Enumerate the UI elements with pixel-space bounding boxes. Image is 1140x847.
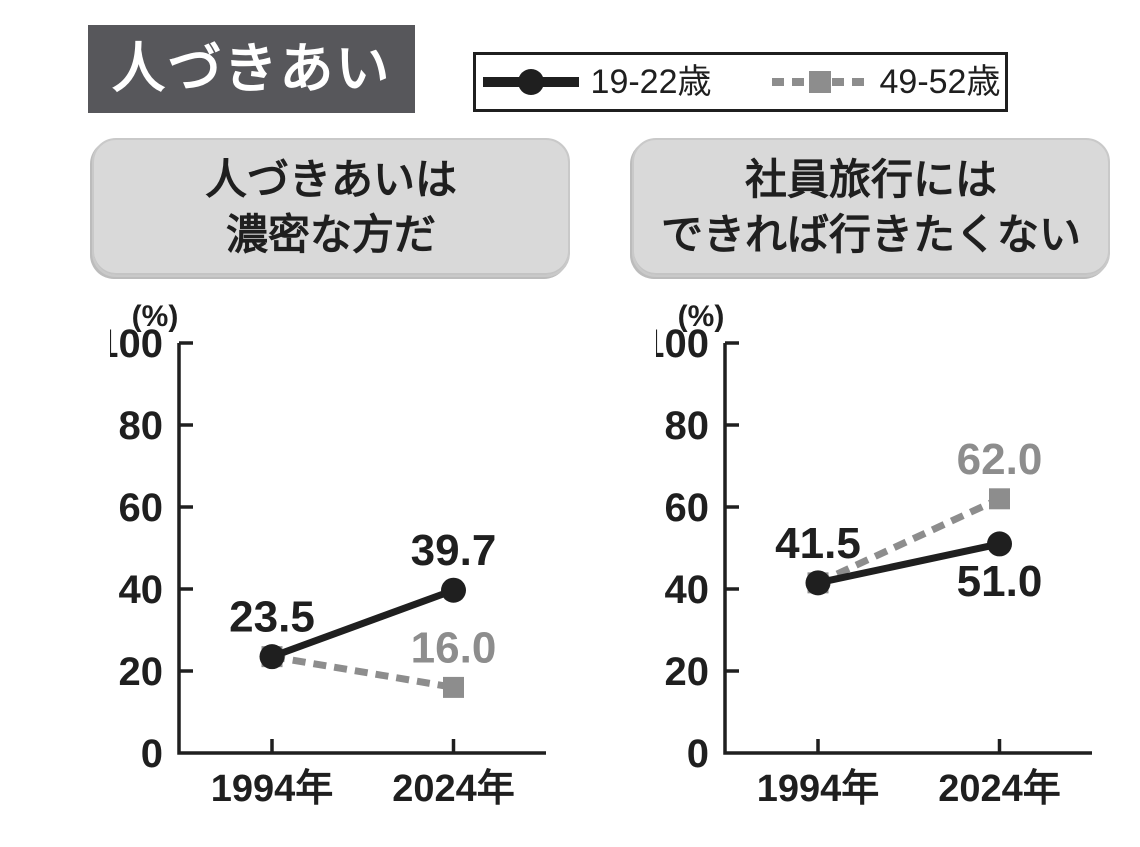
- legend-label: 19-22歳: [590, 63, 712, 101]
- figure-title-box: 人づきあい: [88, 25, 415, 113]
- data-point-marker: [443, 676, 464, 698]
- y-tick-label: 20: [665, 650, 710, 694]
- y-tick-label: 100: [656, 322, 709, 366]
- y-tick-label: 80: [119, 404, 164, 448]
- y-tick-label: 40: [119, 568, 164, 612]
- series-line-dashed: [816, 495, 1001, 587]
- legend-item-19-22: 19-22歳: [481, 65, 712, 99]
- figure-title: 人づきあい: [111, 39, 392, 99]
- x-tick-label: 2024年: [392, 768, 515, 810]
- value-label: 39.7: [411, 526, 497, 575]
- panel-title-line: 人づきあいは: [204, 155, 457, 203]
- y-tick-label: 40: [665, 568, 710, 612]
- panel-title-left: 人づきあいは 濃密な方だ: [92, 138, 570, 277]
- data-point-marker: [987, 531, 1012, 557]
- solid-line-circle-marker-icon: [482, 69, 579, 95]
- panel-title-right: 社員旅行には できれば行きたくない: [632, 138, 1110, 277]
- value-label: 41.5: [775, 519, 861, 568]
- data-point-marker: [805, 570, 831, 596]
- data-point-marker: [441, 577, 466, 603]
- value-label: 51.0: [957, 557, 1043, 606]
- data-point-marker: [259, 644, 285, 670]
- value-label: 16.0: [411, 623, 497, 672]
- x-tick-label: 1994年: [757, 768, 880, 810]
- line-chart-left: 0 20 40 60 80 100(%) 1994年 2024年 16.0 23.5 39.7: [110, 300, 546, 810]
- y-tick-label: 0: [687, 732, 709, 776]
- y-axis-unit-label: (%): [678, 300, 725, 333]
- axis: [723, 343, 1092, 755]
- y-tick-label: 0: [141, 732, 163, 776]
- series-line-solid: [270, 586, 455, 660]
- series-line-solid: [817, 540, 1001, 587]
- panel-title-line: 社員旅行には: [744, 155, 997, 203]
- y-tick-label: 60: [119, 486, 164, 530]
- series-line-dashed: [271, 653, 455, 691]
- x-tick-label: 1994年: [211, 768, 334, 810]
- y-tick-label: 60: [665, 486, 710, 530]
- dashed-line-square-marker-icon: [771, 71, 868, 93]
- value-label: 62.0: [957, 435, 1043, 484]
- legend: 19-22歳 49-52歳: [473, 52, 1008, 112]
- axis: [177, 343, 546, 755]
- line-chart-right: 0 20 40 60 80 100(%) 1994年 2024年 62.0 41.5 51.0: [656, 300, 1092, 810]
- y-tick-label: 100: [110, 322, 163, 366]
- legend-label: 49-52歳: [879, 63, 1001, 101]
- legend-sample-marker: [808, 71, 831, 93]
- data-point-marker: [989, 488, 1010, 510]
- x-tick-label: 2024年: [938, 768, 1061, 810]
- y-tick-label: 20: [119, 650, 164, 694]
- legend-sample-marker: [517, 69, 544, 95]
- value-label: 23.5: [229, 593, 315, 642]
- panel-title-line: 濃密な方だ: [225, 210, 436, 258]
- panel-title-line: できれば行きたくない: [660, 210, 1081, 258]
- y-axis-unit-label: (%): [132, 300, 179, 333]
- legend-item-49-52: 49-52歳: [770, 63, 1001, 101]
- y-tick-label: 80: [665, 404, 710, 448]
